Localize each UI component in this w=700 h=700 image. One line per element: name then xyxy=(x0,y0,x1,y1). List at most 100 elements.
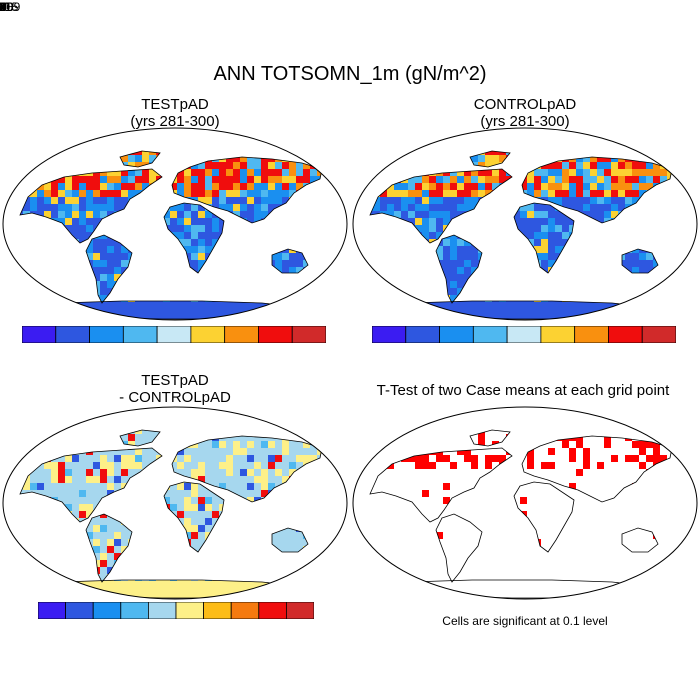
grid-cell xyxy=(660,151,667,155)
grid-cell xyxy=(72,595,79,598)
grid-cell xyxy=(30,430,37,434)
grid-cell xyxy=(247,246,254,253)
grid-cell xyxy=(100,588,107,595)
grid-cell xyxy=(289,490,296,497)
grid-cell xyxy=(268,218,275,225)
grid-cell xyxy=(646,441,653,448)
grid-cell xyxy=(499,239,506,246)
grid-cell xyxy=(23,525,30,532)
grid-cell xyxy=(310,469,317,476)
grid-cell xyxy=(513,155,520,162)
grid-cell xyxy=(205,197,212,204)
grid-cell xyxy=(653,441,660,448)
grid-cell xyxy=(107,169,114,176)
grid-cell xyxy=(324,427,331,434)
grid-cell xyxy=(37,581,44,588)
grid-cell xyxy=(30,574,37,581)
grid-cell xyxy=(674,302,681,309)
grid-cell xyxy=(499,127,506,134)
grid-cell xyxy=(65,281,72,288)
grid-cell xyxy=(30,539,37,546)
grid-cell xyxy=(499,274,506,281)
grid-cell xyxy=(37,295,44,302)
grid-cell xyxy=(23,295,30,302)
grid-cell xyxy=(688,316,695,321)
grid-cell xyxy=(247,476,254,483)
grid-cell xyxy=(303,511,310,518)
grid-cell xyxy=(23,420,30,427)
grid-cell xyxy=(548,274,555,281)
grid-cell xyxy=(30,476,37,483)
grid-cell xyxy=(324,504,331,511)
grid-cell xyxy=(352,155,359,162)
grid-cell xyxy=(226,574,233,581)
grid-cell xyxy=(198,560,205,567)
grid-cell xyxy=(72,497,79,504)
grid-cell xyxy=(240,190,247,197)
grid-cell xyxy=(282,246,289,253)
grid-cell xyxy=(226,302,233,309)
grid-cell xyxy=(58,127,65,134)
grid-cell xyxy=(331,302,338,309)
grid-cell xyxy=(163,476,170,483)
grid-cell xyxy=(233,588,240,595)
grid-cell xyxy=(247,295,254,302)
grid-cell xyxy=(317,441,322,448)
grid-cell xyxy=(359,448,366,455)
grid-cell xyxy=(219,420,226,427)
grid-cell xyxy=(65,316,72,319)
grid-cell xyxy=(345,413,348,420)
grid-cell xyxy=(170,546,177,553)
grid-cell xyxy=(303,204,310,211)
grid-cell xyxy=(86,581,93,588)
grid-cell xyxy=(303,553,310,560)
grid-cell xyxy=(282,211,289,218)
grid-cell xyxy=(471,267,478,274)
grid-cell xyxy=(23,511,30,518)
grid-cell xyxy=(226,260,233,267)
grid-cell xyxy=(51,469,58,476)
grid-cell xyxy=(429,176,436,183)
grid-cell xyxy=(289,169,296,176)
grid-cell xyxy=(611,239,618,246)
grid-cell xyxy=(37,169,44,176)
grid-cell xyxy=(44,448,51,455)
grid-cell xyxy=(128,162,135,169)
grid-cell xyxy=(296,239,303,246)
grid-cell xyxy=(338,155,345,162)
grid-cell xyxy=(142,169,149,176)
grid-cell xyxy=(639,281,646,288)
grid-cell xyxy=(492,151,499,155)
grid-cell xyxy=(338,560,345,567)
grid-cell xyxy=(471,420,478,427)
grid-cell xyxy=(324,553,331,560)
grid-cell xyxy=(254,260,261,267)
grid-cell xyxy=(163,155,170,162)
grid-cell xyxy=(163,420,170,427)
grid-cell xyxy=(541,190,548,197)
grid-cell xyxy=(240,490,247,497)
grid-cell xyxy=(100,127,107,134)
grid-cell xyxy=(282,420,289,427)
grid-cell xyxy=(359,267,366,274)
grid-cell xyxy=(422,218,429,225)
grid-cell xyxy=(233,253,240,260)
grid-cell xyxy=(625,176,632,183)
grid-cell xyxy=(370,169,373,176)
grid-cell xyxy=(37,246,44,253)
grid-cell xyxy=(282,176,289,183)
grid-cell xyxy=(422,211,429,218)
grid-cell xyxy=(674,218,681,225)
grid-cell xyxy=(142,211,149,218)
grid-cell xyxy=(415,302,422,309)
panel-test-title-line2: (yrs 281-300) xyxy=(130,113,220,130)
grid-cell xyxy=(93,518,100,525)
grid-cell xyxy=(219,253,226,260)
grid-cell xyxy=(282,483,289,490)
grid-cell xyxy=(261,588,268,595)
grid-cell xyxy=(289,134,296,141)
grid-cell xyxy=(261,295,268,302)
grid-cell xyxy=(499,281,506,288)
grid-cell xyxy=(324,162,331,169)
grid-cell xyxy=(177,511,184,518)
